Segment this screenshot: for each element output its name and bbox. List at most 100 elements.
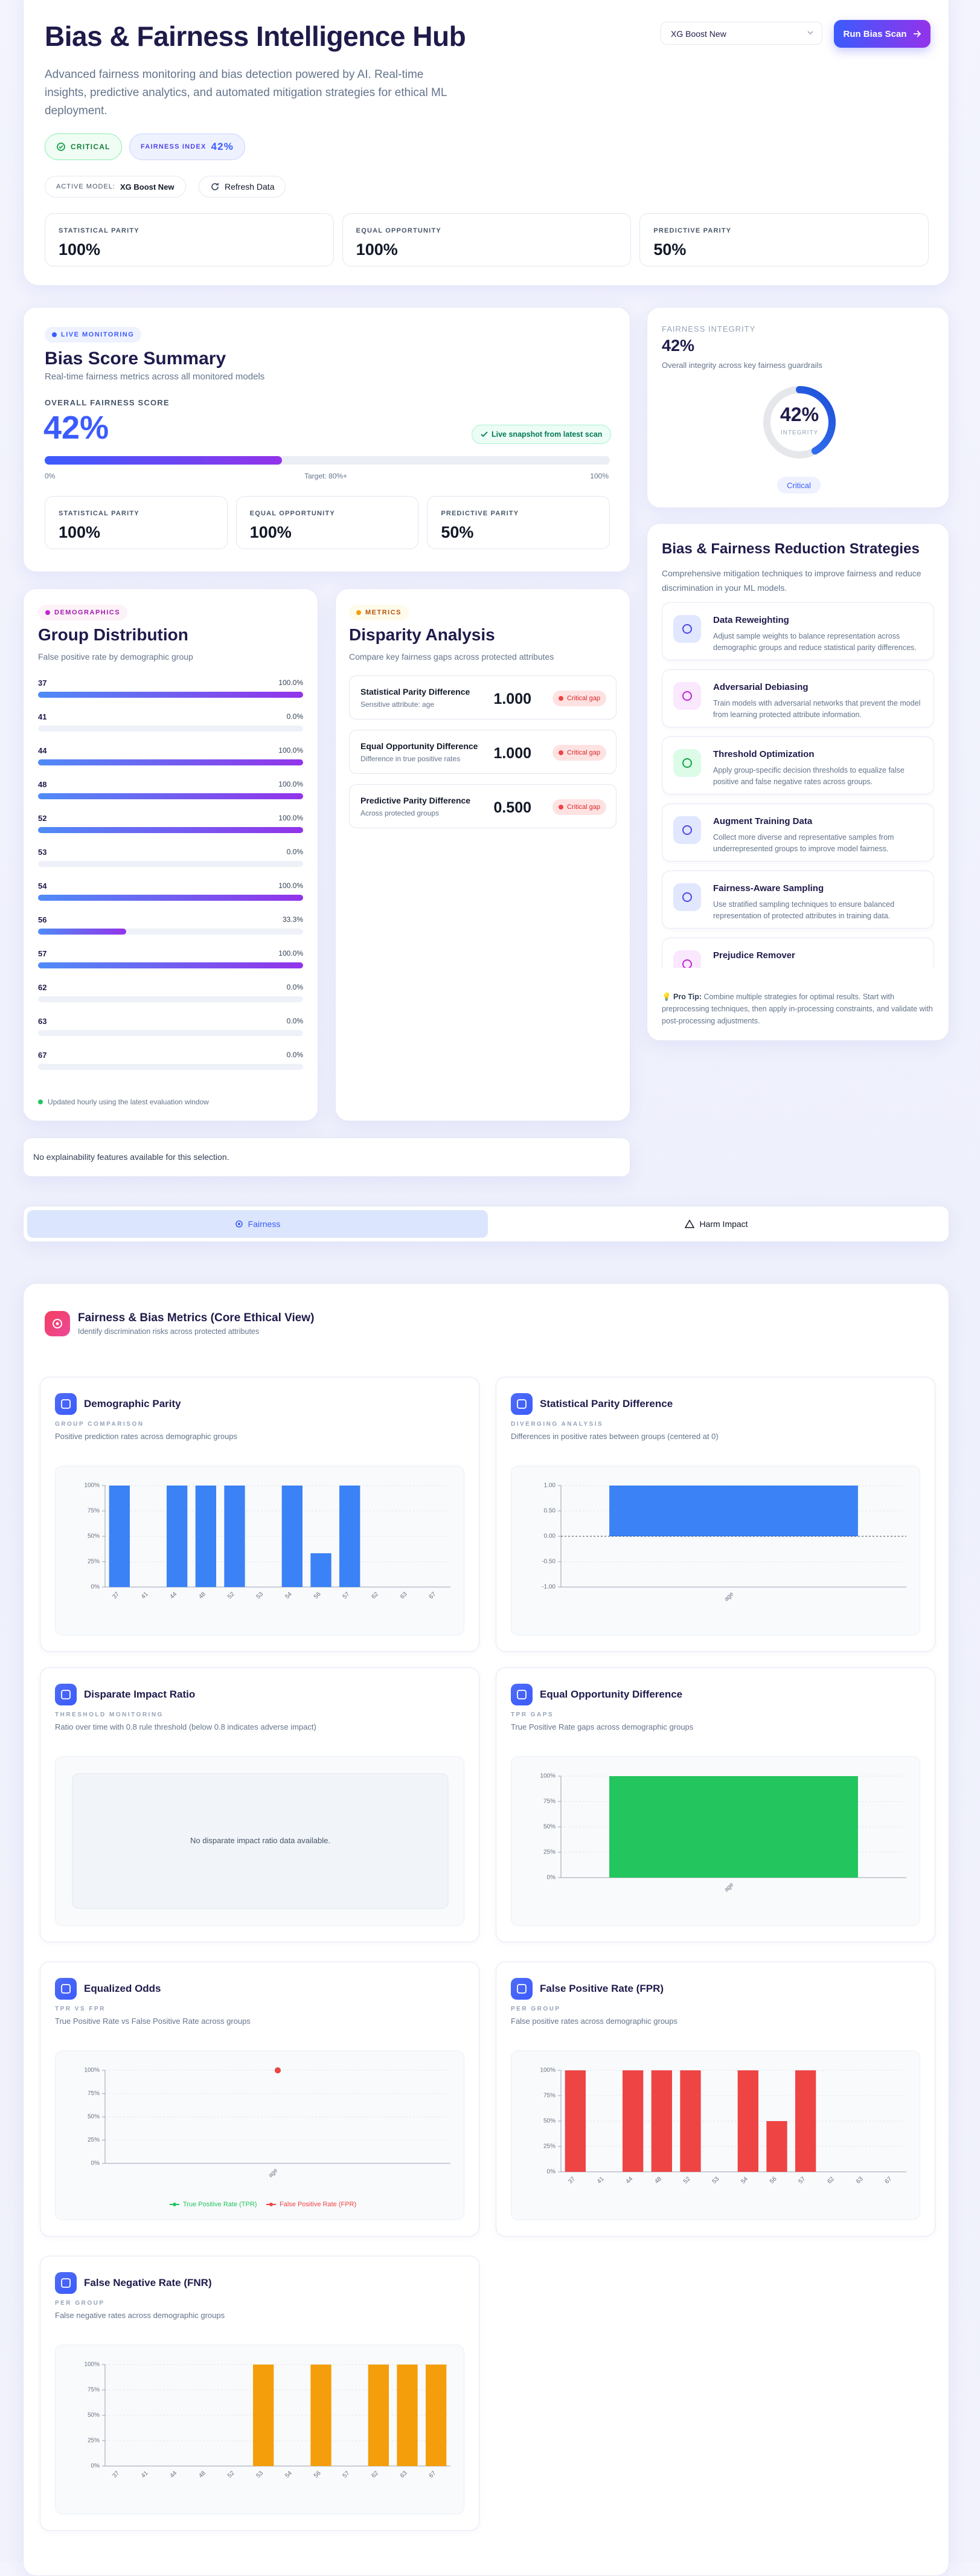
bar [623, 2070, 644, 2172]
metric-value: 100% [59, 523, 101, 541]
y-tick-label: 75% [88, 1508, 100, 1515]
group-bar [38, 929, 127, 935]
tab-fairness[interactable]: Fairness [27, 1210, 488, 1238]
glyph [682, 892, 692, 902]
y-tick-label: 75% [88, 2090, 100, 2097]
integrity-gauge: 42% INTEGRITY [763, 386, 836, 459]
chart-subtitle: True Positive Rate gaps across demograph… [511, 1722, 694, 1731]
group-track [38, 962, 303, 968]
strategy-glyph [682, 825, 692, 835]
glyph [61, 2278, 71, 2288]
tab-harm[interactable]: Harm Impact [488, 1210, 945, 1238]
strategy-item: Fairness-Aware Sampling Use stratified sa… [662, 871, 934, 929]
group-track [38, 861, 303, 867]
metric-label: PREDICTIVE PARITY [653, 227, 732, 234]
scale-min: 0% [45, 472, 56, 480]
status-text: Critical gap [566, 803, 600, 811]
y-tick-label: 0% [91, 2160, 100, 2167]
group-row: 56 33.3% [38, 915, 303, 945]
x-tick-label: 67 [884, 2175, 894, 2185]
chart-title: Equalized Odds [84, 1983, 161, 1994]
metrics-glyph [53, 1319, 62, 1328]
group-label: 37 [38, 678, 47, 687]
group-row: 37 100.0% [38, 678, 303, 709]
group-track [38, 1064, 303, 1070]
x-tick-label: 54 [740, 2175, 749, 2185]
header-card: Bias & Fairness Intelligence Hub Advance… [23, 0, 949, 286]
group-label: 44 [38, 746, 47, 755]
bar [680, 2070, 701, 2172]
metrics-title: Fairness & Bias Metrics (Core Ethical Vi… [78, 1312, 315, 1324]
glyph [682, 959, 692, 968]
chart-kicker: GROUP COMPARISON [55, 1421, 144, 1428]
badge-dot [45, 610, 50, 615]
y-tick-label: 50% [543, 1824, 556, 1831]
badge-dot [356, 610, 361, 615]
group-bar [38, 793, 303, 799]
y-tick-label: 100% [84, 2067, 100, 2074]
bar [766, 2121, 787, 2172]
chart-glyph [61, 1984, 71, 1994]
index-label: FAIRNESS INDEX [141, 143, 207, 150]
strategy-glyph [682, 892, 692, 902]
bar [737, 2070, 758, 2172]
group-track [38, 827, 303, 833]
x-tick-label: 54 [284, 2470, 293, 2479]
refresh-text: Refresh Data [225, 182, 275, 192]
groups-footer: Updated hourly using the latest evaluati… [38, 1098, 209, 1106]
x-tick-label: 62 [826, 2175, 836, 2185]
chart-glyph [61, 1690, 71, 1699]
strategy-glyph [682, 624, 692, 634]
dot [558, 805, 563, 810]
metric-label: STATISTICAL PARITY [59, 227, 139, 234]
disparity-item: Predictive Parity Difference Across prote… [349, 784, 617, 828]
metric-card: EQUAL OPPORTUNITY 100% [342, 213, 632, 266]
group-row: 63 0.0% [38, 1017, 303, 1047]
chart-kicker: PER GROUP [511, 2006, 561, 2012]
dot [558, 750, 563, 755]
x-tick-label: 63 [399, 2470, 409, 2479]
bar [397, 2365, 418, 2466]
group-label: 52 [38, 814, 47, 823]
status-text: Critical gap [566, 695, 600, 702]
summary-metrics: STATISTICAL PARITY 100% EQUAL OPPORTUNITY 1… [45, 496, 610, 549]
live-text: LIVE MONITORING [61, 331, 135, 338]
strategy-icon [673, 615, 701, 643]
group-track [38, 692, 303, 698]
model-chip: ACTIVE MODEL: XG Boost New [45, 176, 186, 198]
group-row: 67 0.0% [38, 1051, 303, 1081]
strategy-item: Augment Training Data Collect more divers… [662, 803, 934, 861]
metrics-card: Fairness & Bias Metrics (Core Ethical Vi… [23, 1283, 949, 2576]
group-bar [38, 759, 303, 765]
metric-card: PREDICTIVE PARITY 50% [427, 496, 610, 549]
model-select[interactable]: XG Boost New [661, 22, 822, 45]
x-tick-label: 62 [370, 1591, 380, 1600]
summary-card: LIVE MONITORING Bias Score Summary Real-… [23, 307, 630, 572]
bar [224, 1486, 245, 1587]
legend-label: True Positive Rate (TPR) [183, 2201, 257, 2208]
bar [565, 2070, 586, 2172]
chart-icon [511, 1684, 533, 1705]
refresh-button[interactable]: Refresh Data [199, 176, 286, 198]
chart-card: Equal Opportunity Difference TPR GAPS True… [496, 1667, 935, 1942]
dot [558, 696, 563, 701]
group-label: 57 [38, 949, 47, 958]
point [275, 2067, 281, 2073]
chart: 0% 25% 50% 75% 100% 37 41 44 48 52 53 54 56 57 62 63 67 [84, 1483, 450, 1600]
metric-value: 100% [249, 523, 292, 541]
run-scan-button[interactable]: Run Bias Scan [834, 20, 930, 48]
metric-label: EQUAL OPPORTUNITY [356, 227, 441, 234]
chart-title: Statistical Parity Difference [540, 1398, 673, 1409]
y-tick-label: 25% [88, 2438, 100, 2444]
metric-card: STATISTICAL PARITY 100% [45, 213, 334, 266]
disparity-value: 1.000 [493, 691, 531, 707]
check-icon [481, 431, 488, 437]
group-value: 100.0% [278, 881, 303, 890]
metric-label: EQUAL OPPORTUNITY [249, 510, 335, 517]
bar [651, 2070, 672, 2172]
x-tick-label: 53 [711, 2175, 721, 2185]
group-label: 62 [38, 983, 47, 992]
explain-card: No explainability features available for… [23, 1138, 630, 1177]
summary-subtitle: Real-time fairness metrics across all mo… [45, 372, 265, 382]
